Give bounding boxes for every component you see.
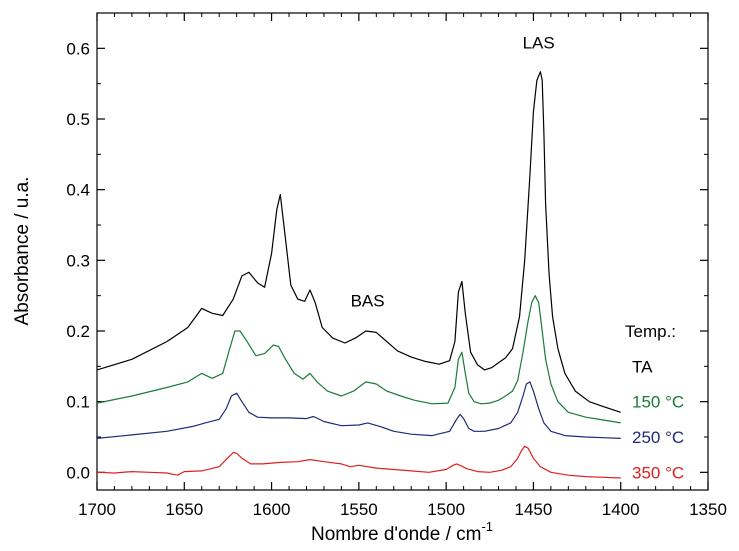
x-tick-label: 1700: [78, 500, 116, 519]
x-tick-label: 1650: [165, 500, 203, 519]
series-line: [96, 295, 621, 424]
annotation-label: BAS: [351, 291, 385, 310]
y-tick-label: 0.5: [66, 110, 90, 129]
legend-entry: 350 °C: [632, 463, 684, 482]
x-tick-label: 1400: [602, 500, 640, 519]
y-tick-label: 0.6: [66, 39, 90, 58]
legend-entry: TA: [632, 357, 653, 376]
x-tick-label: 1550: [340, 500, 378, 519]
y-axis-title: Absorbance / u.a.: [12, 177, 33, 326]
x-tick-labels: 1700 1650 1600 1550 1500 1450 1400 1350: [78, 500, 727, 519]
y-tick-label: 0.1: [66, 393, 90, 412]
series-lines: [96, 71, 621, 479]
x-axis-title: Nombre d'onde / cm-1: [311, 519, 493, 545]
x-axis-title-text: Nombre d'onde / cm: [311, 524, 481, 545]
legend-entry: 250 °C: [632, 428, 684, 447]
x-tick-label: 1500: [427, 500, 465, 519]
annotation-label: LAS: [523, 33, 555, 52]
x-tick-label: 1450: [515, 500, 553, 519]
y-tick-label: 0.3: [66, 251, 90, 270]
x-tick-label: 1350: [689, 500, 727, 519]
legend-entry: 150 °C: [632, 393, 684, 412]
legend-title: Temp.:: [625, 322, 676, 341]
annotations: BAS LAS: [351, 33, 555, 310]
y-tick-label: 0.2: [66, 322, 90, 341]
legend: Temp.: TA 150 °C 250 °C 350 °C: [625, 322, 684, 482]
plot-frame: [96, 12, 709, 491]
series-line: [96, 445, 621, 479]
y-tick-labels: 0.0 0.1 0.2 0.3 0.4 0.5 0.6: [66, 39, 90, 482]
y-tick-label: 0.0: [66, 463, 90, 482]
series-line: [96, 71, 621, 413]
x-axis-title-superscript: -1: [481, 519, 493, 534]
y-tick-label: 0.4: [66, 181, 90, 200]
axis-ticks: [96, 12, 709, 490]
series-line: [96, 381, 621, 439]
x-tick-label: 1600: [253, 500, 291, 519]
